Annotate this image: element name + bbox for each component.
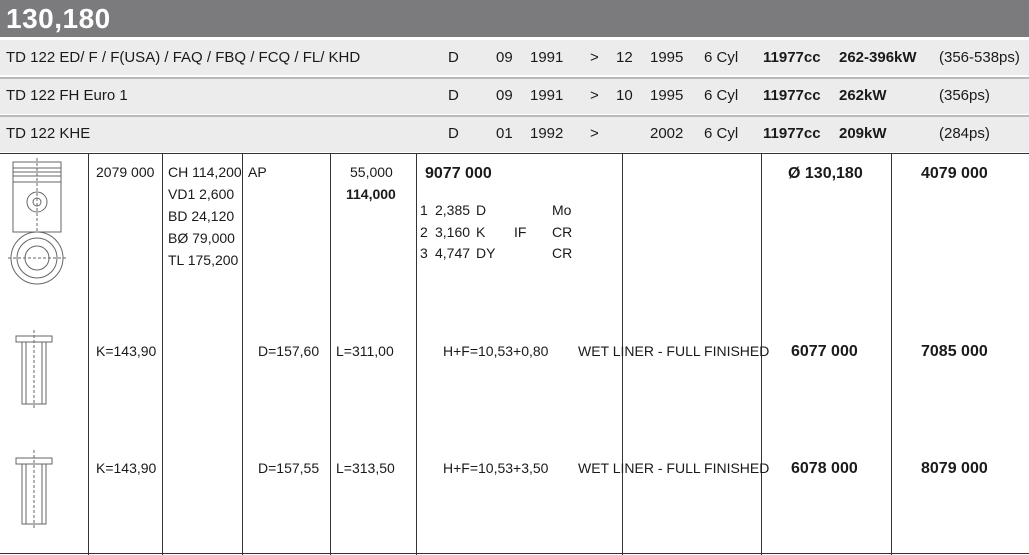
liner-l: L=311,00 (336, 343, 394, 359)
engine-model: TD 122 FH Euro 1 (6, 87, 128, 104)
ring-material: CR (552, 245, 573, 261)
liner-k: K=143,90 (96, 460, 157, 476)
column-divider (891, 153, 892, 555)
bore-diameter: Ø 130,180 (788, 165, 863, 182)
liner-drawing (15, 450, 53, 530)
column-divider (162, 153, 163, 555)
engine-from-year: 1991 (530, 49, 564, 66)
liner-d: D=157,55 (258, 460, 320, 476)
engine-from-year: 1992 (530, 125, 564, 142)
engine-ps: (356-538ps) (939, 49, 1020, 66)
kit-no: 4079 000 (921, 165, 988, 182)
piston-type: AP (248, 164, 267, 180)
column-divider (330, 153, 331, 555)
engine-cyl: 6 Cyl (704, 49, 739, 66)
ring-extra: IF (514, 224, 527, 240)
title-bar: 130,180 (0, 0, 1029, 37)
engine-kw: 262-396kW (839, 49, 917, 66)
engine-arrow: > (590, 49, 599, 66)
ring-type: DY (476, 245, 496, 261)
liner-drawing (15, 330, 53, 410)
engine-cyl: 6 Cyl (704, 125, 739, 142)
liner-description: WET LINER - FULL FINISHED (578, 343, 770, 359)
engine-row (0, 77, 1029, 114)
spec-value: BØ 79,000 (168, 230, 235, 246)
engine-to-year: 1995 (650, 87, 684, 104)
table-bottom-border (0, 553, 1029, 554)
engine-cc: 11977cc (763, 87, 821, 104)
engine-from-month: 09 (496, 49, 513, 66)
engine-cc: 11977cc (763, 125, 821, 142)
column-divider (416, 153, 417, 555)
ring-width: 4,747 (435, 245, 471, 261)
ring-index: 2 (420, 224, 428, 240)
engine-fuel: D (448, 87, 459, 104)
engine-fuel: D (448, 125, 459, 142)
ring-index: 1 (420, 202, 428, 218)
engine-kw: 262kW (839, 87, 887, 104)
engine-ps: (356ps) (939, 87, 990, 104)
engine-cyl: 6 Cyl (704, 87, 739, 104)
liner-hf: H+F=10,53+3,50 (443, 460, 549, 476)
ring-material: Mo (552, 202, 572, 218)
engine-to-month: 12 (616, 49, 633, 66)
engine-arrow: > (590, 87, 599, 104)
ring-width: 3,160 (435, 224, 471, 240)
engine-arrow: > (590, 125, 599, 142)
ring-type: D (476, 202, 487, 218)
ring-index: 3 (420, 245, 428, 261)
liner-kit-no: 8079 000 (921, 460, 988, 477)
column-divider (622, 153, 623, 555)
engine-from-month: 09 (496, 87, 513, 104)
engine-to-year: 1995 (650, 49, 684, 66)
spec-value: CH 114,200 (168, 164, 242, 180)
engine-from-year: 1991 (530, 87, 564, 104)
engine-row (0, 40, 1029, 75)
column-divider (761, 153, 762, 555)
piston-value-1: 55,000 (350, 164, 393, 180)
engine-from-month: 01 (496, 125, 513, 142)
ring-material: CR (552, 224, 573, 240)
engine-model: TD 122 KHE (6, 125, 91, 142)
ring-type: K (476, 224, 486, 240)
piston-value-2: 114,000 (346, 186, 396, 202)
spec-value: VD1 2,600 (168, 186, 235, 202)
engine-ps: (284ps) (939, 125, 990, 142)
spec-value: BD 24,120 (168, 208, 235, 224)
liner-no: 6078 000 (791, 460, 858, 477)
liner-k: K=143,90 (96, 343, 157, 359)
piston-part-no: 2079 000 (96, 164, 155, 180)
ring-set-no: 9077 000 (425, 165, 492, 182)
liner-description: WET LINER - FULL FINISHED (578, 460, 770, 476)
engine-cc: 11977cc (763, 49, 821, 66)
column-divider (88, 153, 89, 555)
table-top-border (0, 153, 1029, 154)
liner-d: D=157,60 (258, 343, 320, 359)
engine-row (0, 115, 1029, 152)
liner-no: 6077 000 (791, 343, 858, 360)
liner-l: L=313,50 (336, 460, 395, 476)
piston-drawing (8, 158, 66, 285)
engine-kw: 209kW (839, 125, 887, 142)
engine-to-year: 2002 (650, 125, 684, 142)
engine-to-month: 10 (616, 87, 633, 104)
spec-value: TL 175,200 (168, 252, 239, 268)
ring-width: 2,385 (435, 202, 471, 218)
engine-model: TD 122 ED/ F / F(USA) / FAQ / FBQ / FCQ … (6, 49, 361, 66)
engine-fuel: D (448, 49, 459, 66)
liner-kit-no: 7085 000 (921, 343, 988, 360)
liner-hf: H+F=10,53+0,80 (443, 343, 549, 359)
column-divider (242, 153, 243, 555)
page-title: 130,180 (6, 3, 111, 34)
